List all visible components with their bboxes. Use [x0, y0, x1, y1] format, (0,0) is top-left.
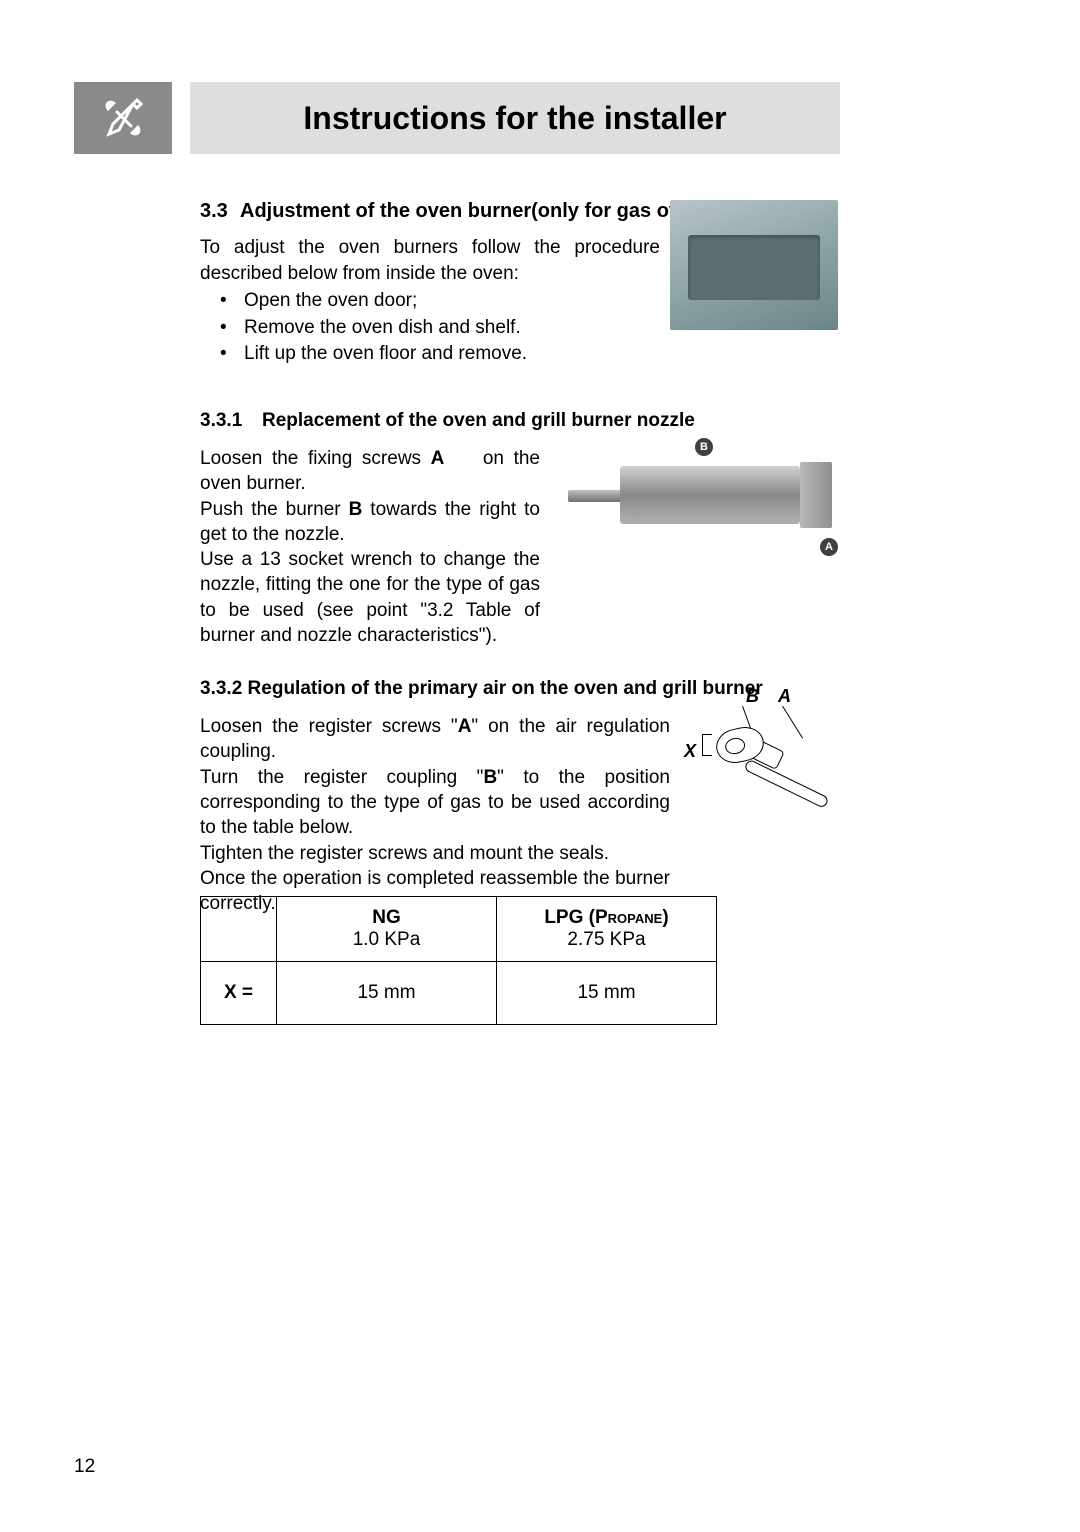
- cell-value: 15 mm: [277, 962, 497, 1025]
- text-span: Tighten the register screws and mount th…: [200, 843, 609, 864]
- section-number: 3.3: [200, 200, 240, 223]
- text-span: Loosen the register screws ": [200, 716, 458, 737]
- dimension-bracket: [702, 734, 712, 756]
- body-paragraph: Loosen the fixing screws A on the oven b…: [200, 446, 540, 648]
- table-header-row: NG 1.0 KPa LPG (Propane) 2.75 KPa: [201, 897, 717, 962]
- diagram-label-x: X: [684, 741, 696, 762]
- title-bar: Instructions for the installer: [190, 82, 840, 154]
- page-header: Instructions for the installer: [74, 82, 840, 154]
- photo-label-b: B: [695, 438, 713, 456]
- gas-name: NG: [372, 907, 401, 928]
- subsection-number: 3.3.1: [200, 410, 262, 432]
- diagram-label-b: B: [746, 686, 759, 707]
- subsection-number: 3.3.2: [200, 678, 242, 699]
- burner-body: [620, 466, 800, 524]
- label-a-inline: A: [431, 448, 445, 469]
- photo-label-a: A: [820, 538, 838, 556]
- diagram-label-a: A: [778, 686, 791, 707]
- label-b-inline: B: [483, 767, 497, 788]
- wrench-icon: [99, 94, 147, 142]
- row-label: X =: [201, 962, 277, 1025]
- page-title: Instructions for the installer: [303, 100, 726, 137]
- gas-subname: (Propane): [583, 907, 668, 928]
- column-header-lpg: LPG (Propane) 2.75 KPa: [497, 897, 717, 962]
- body-paragraph: Loosen the register screws "A" on the ai…: [200, 714, 670, 916]
- label-b-inline: B: [349, 499, 363, 520]
- burner-photo: B A: [560, 440, 840, 560]
- subsection-title: Replacement of the oven and grill burner…: [262, 410, 695, 431]
- photo-detail: [688, 235, 820, 300]
- text-span: Turn the register coupling ": [200, 767, 483, 788]
- oven-interior-photo: [670, 200, 838, 330]
- text-span: Use a 13 socket wrench to change the noz…: [200, 549, 540, 646]
- page-number: 12: [74, 1456, 95, 1478]
- leader-line: [782, 706, 803, 739]
- column-header-ng: NG 1.0 KPa: [277, 897, 497, 962]
- gas-name: LPG: [544, 907, 583, 928]
- label-a-inline: A: [458, 716, 472, 737]
- intro-text: To adjust the oven burners follow the pr…: [200, 235, 660, 286]
- cell-value: 15 mm: [497, 962, 717, 1025]
- subsection-heading-1: 3.3.1Replacement of the oven and grill b…: [200, 410, 840, 432]
- gas-settings-table: NG 1.0 KPa LPG (Propane) 2.75 KPa X = 15…: [200, 896, 717, 1025]
- tube-outline: [743, 759, 829, 809]
- list-item: Lift up the oven floor and remove.: [220, 341, 840, 368]
- burner-shaft: [568, 490, 623, 502]
- empty-cell: [201, 897, 277, 962]
- burner-cap: [800, 462, 832, 528]
- gas-pressure: 2.75 KPa: [567, 929, 645, 950]
- installer-icon-box: [74, 82, 172, 154]
- air-regulation-diagram: B A X: [684, 686, 840, 816]
- text-span: Push the burner: [200, 499, 349, 520]
- text-span: Loosen the fixing screws: [200, 448, 421, 469]
- gas-pressure: 1.0 KPa: [353, 929, 421, 950]
- table-row: X = 15 mm 15 mm: [201, 962, 717, 1025]
- screw-outline: [724, 736, 747, 756]
